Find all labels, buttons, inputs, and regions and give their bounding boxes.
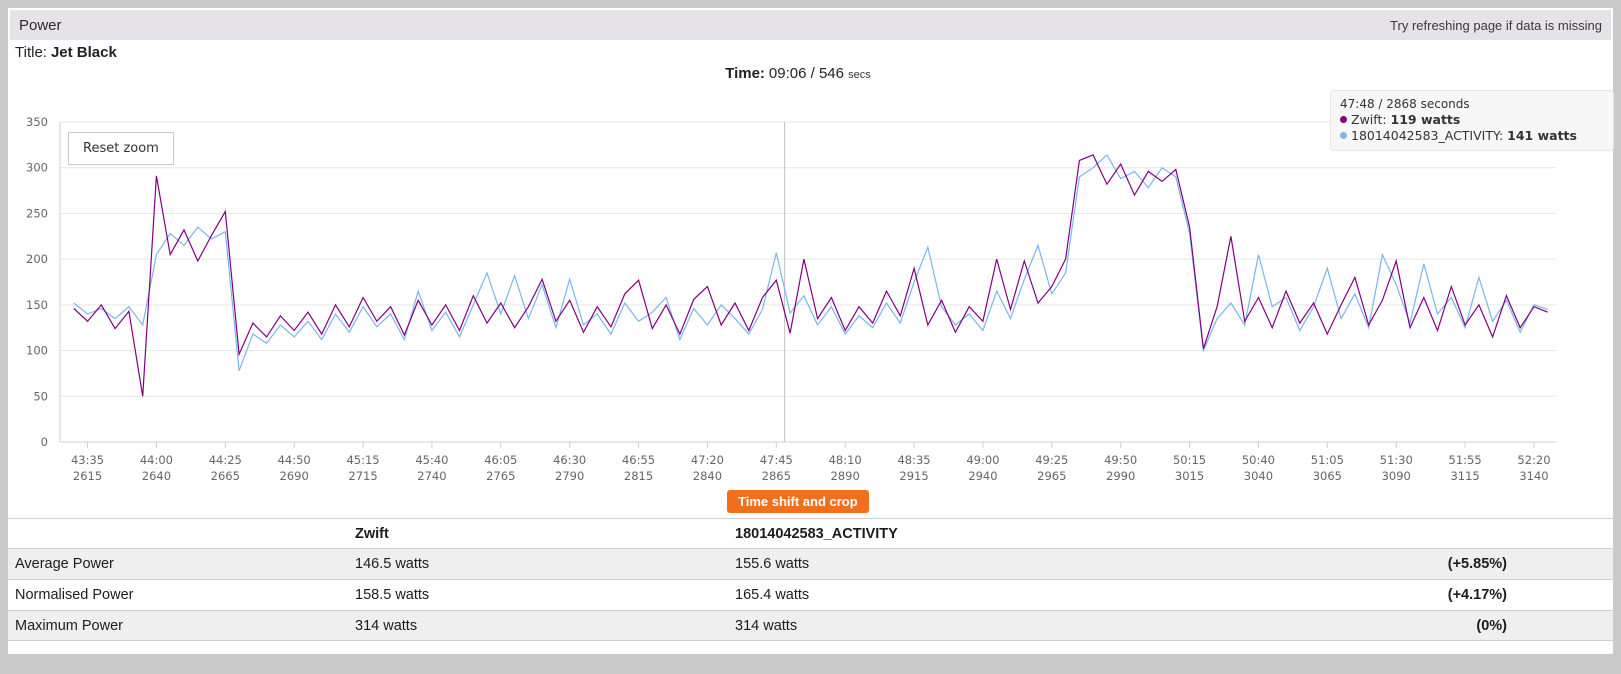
x-tick-seconds: 3015 bbox=[1175, 469, 1204, 483]
tooltip-zwift-value: 119 watts bbox=[1390, 112, 1461, 127]
time-shift-crop-button[interactable]: Time shift and crop bbox=[727, 490, 869, 513]
time-value: 09:06 / 546 bbox=[768, 65, 844, 82]
x-tick-seconds: 2740 bbox=[417, 469, 446, 483]
x-tick-time: 47:20 bbox=[691, 453, 724, 467]
title-label: Title: bbox=[15, 44, 47, 61]
y-tick-label: 300 bbox=[26, 161, 48, 175]
y-tick-label: 250 bbox=[26, 206, 48, 220]
row-label: Average Power bbox=[15, 556, 114, 572]
x-tick-time: 49:25 bbox=[1035, 453, 1068, 467]
diff-value: (0%) bbox=[1476, 617, 1507, 634]
x-tick-seconds: 2990 bbox=[1106, 469, 1135, 483]
x-tick-time: 49:50 bbox=[1104, 453, 1137, 467]
x-tick-seconds: 2965 bbox=[1037, 469, 1066, 483]
activity-title-line: Title: Jet Black bbox=[15, 44, 117, 61]
x-tick-time: 51:30 bbox=[1380, 453, 1413, 467]
x-tick-seconds: 3040 bbox=[1244, 469, 1273, 483]
x-tick-time: 46:55 bbox=[622, 453, 655, 467]
power-comparison-table: Zwift 18014042583_ACTIVITY Average Power… bbox=[8, 518, 1613, 641]
x-tick-seconds: 2915 bbox=[899, 469, 928, 483]
x-tick-seconds: 2940 bbox=[968, 469, 997, 483]
table-header-row: Zwift 18014042583_ACTIVITY bbox=[8, 518, 1613, 548]
time-label: Time: bbox=[725, 65, 765, 82]
time-unit: secs bbox=[848, 69, 871, 81]
table-row: Average Power 146.5 watts 155.6 watts (+… bbox=[8, 548, 1613, 579]
x-tick-time: 45:40 bbox=[415, 453, 448, 467]
activity-value: 155.6 watts bbox=[735, 556, 810, 572]
x-tick-seconds: 3065 bbox=[1313, 469, 1342, 483]
table-row: Maximum Power 314 watts 314 watts (0%) bbox=[8, 610, 1613, 641]
x-tick-seconds: 3115 bbox=[1450, 469, 1479, 483]
x-tick-seconds: 2765 bbox=[486, 469, 515, 483]
tooltip-activity-row: 18014042583_ACTIVITY: 141 watts bbox=[1340, 128, 1604, 144]
x-tick-time: 46:05 bbox=[484, 453, 517, 467]
reset-zoom-button[interactable]: Reset zoom bbox=[68, 132, 174, 165]
zwift-value: 314 watts bbox=[355, 617, 418, 634]
x-tick-seconds: 2840 bbox=[693, 469, 722, 483]
tooltip-zwift-name: Zwift bbox=[1351, 112, 1383, 127]
x-tick-seconds: 2790 bbox=[555, 469, 584, 483]
x-tick-time: 46:30 bbox=[553, 453, 586, 467]
y-tick-label: 100 bbox=[26, 344, 48, 358]
x-tick-time: 48:35 bbox=[897, 453, 930, 467]
zwift-series-dot-icon bbox=[1340, 116, 1347, 123]
x-tick-time: 51:05 bbox=[1311, 453, 1344, 467]
tooltip-zwift-row: Zwift: 119 watts bbox=[1340, 112, 1604, 128]
activity-series-dot-icon bbox=[1340, 132, 1347, 139]
table-row: Normalised Power 158.5 watts 165.4 watts… bbox=[8, 579, 1613, 610]
x-tick-seconds: 3090 bbox=[1382, 469, 1411, 483]
diff-value: (+4.17%) bbox=[1447, 587, 1507, 603]
x-tick-seconds: 2865 bbox=[762, 469, 791, 483]
x-tick-seconds: 2690 bbox=[280, 469, 309, 483]
x-tick-seconds: 2615 bbox=[73, 469, 102, 483]
activity-value: 165.4 watts bbox=[735, 587, 810, 603]
x-tick-seconds: 2665 bbox=[211, 469, 240, 483]
x-tick-seconds: 2715 bbox=[348, 469, 377, 483]
diff-value: (+5.85%) bbox=[1447, 556, 1507, 572]
zwift-value: 146.5 watts bbox=[355, 556, 430, 572]
refresh-hint: Try refreshing page if data is missing bbox=[1390, 17, 1602, 33]
x-tick-time: 52:20 bbox=[1517, 453, 1550, 467]
tooltip-activity-name: 18014042583_ACTIVITY bbox=[1351, 128, 1499, 143]
chart-tooltip: 47:48 / 2868 seconds Zwift: 119 watts 18… bbox=[1330, 90, 1614, 151]
x-tick-seconds: 3140 bbox=[1519, 469, 1548, 483]
x-tick-time: 44:25 bbox=[209, 453, 242, 467]
activity-value: 314 watts bbox=[735, 617, 798, 634]
row-label: Maximum Power bbox=[15, 617, 123, 634]
y-tick-label: 200 bbox=[26, 252, 48, 266]
section-header: Power Try refreshing page if data is mis… bbox=[10, 10, 1611, 40]
y-tick-label: 150 bbox=[26, 298, 48, 312]
x-tick-seconds: 2890 bbox=[831, 469, 860, 483]
x-tick-seconds: 2815 bbox=[624, 469, 653, 483]
y-tick-label: 350 bbox=[26, 115, 48, 129]
x-tick-time: 49:00 bbox=[966, 453, 999, 467]
x-tick-time: 44:00 bbox=[140, 453, 173, 467]
x-tick-time: 50:40 bbox=[1242, 453, 1275, 467]
tooltip-activity-value: 141 watts bbox=[1507, 128, 1577, 143]
x-tick-time: 50:15 bbox=[1173, 453, 1206, 467]
x-tick-time: 43:35 bbox=[71, 453, 104, 467]
header-activity: 18014042583_ACTIVITY bbox=[735, 525, 898, 542]
x-tick-time: 48:10 bbox=[829, 453, 862, 467]
x-tick-time: 45:15 bbox=[346, 453, 379, 467]
x-tick-seconds: 2640 bbox=[142, 469, 171, 483]
x-tick-time: 44:50 bbox=[278, 453, 311, 467]
zwift-line bbox=[73, 154, 1548, 397]
x-tick-time: 51:55 bbox=[1449, 453, 1482, 467]
activity-line bbox=[73, 153, 1548, 371]
title-value: Jet Black bbox=[50, 44, 117, 61]
page-title: Power bbox=[19, 16, 62, 34]
power-line-chart[interactable]: 0 50 100 150 200 250 300 350 43:35 2615 44:00 2640 4… bbox=[8, 8, 1613, 508]
row-label: Normalised Power bbox=[15, 587, 134, 603]
x-tick-time: 47:45 bbox=[760, 453, 793, 467]
content-panel: Power Try refreshing page if data is mis… bbox=[8, 8, 1614, 654]
header-zwift: Zwift bbox=[355, 525, 389, 542]
y-tick-label: 0 bbox=[41, 435, 48, 449]
y-tick-label: 50 bbox=[33, 389, 48, 403]
time-readout: Time: 09:06 / 546 secs bbox=[8, 65, 1588, 82]
tooltip-time: 47:48 / 2868 seconds bbox=[1340, 97, 1470, 111]
zwift-value: 158.5 watts bbox=[355, 587, 430, 603]
